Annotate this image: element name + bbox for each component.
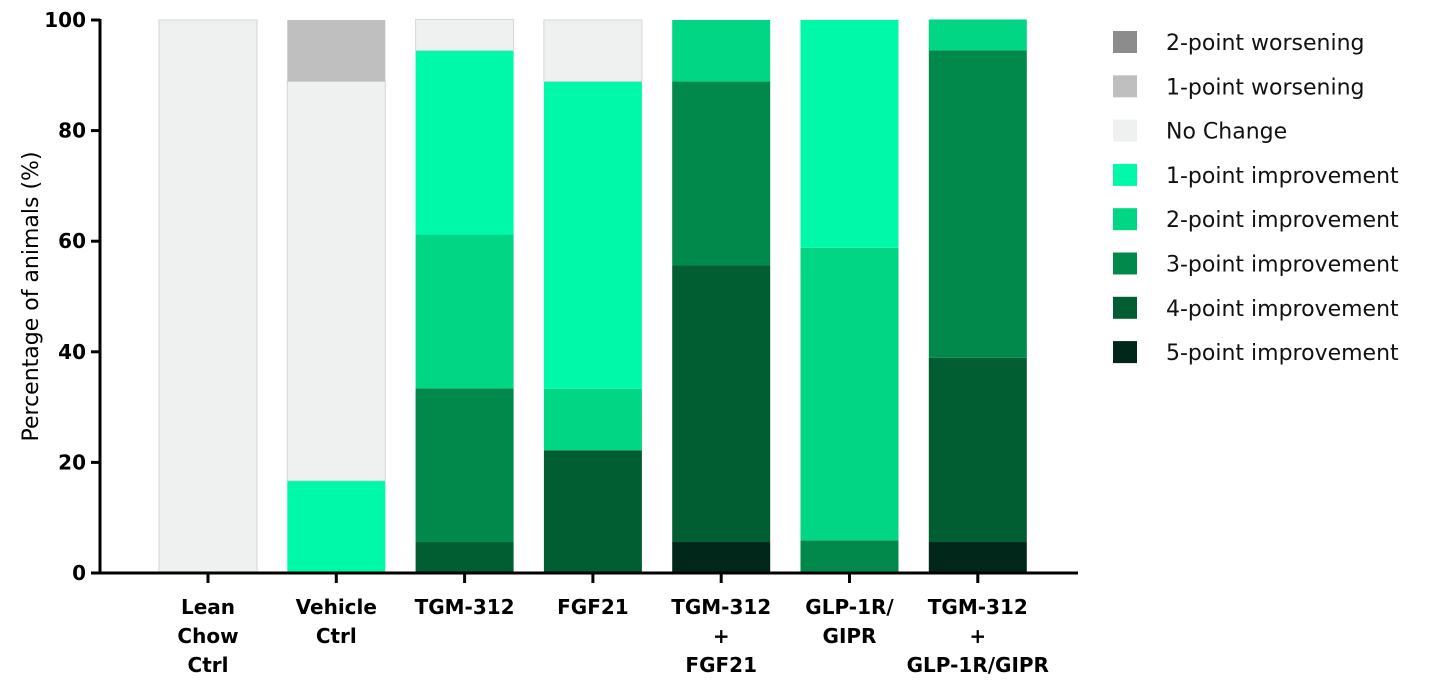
legend-label: 2-point improvement [1166, 208, 1399, 233]
x-category-label: FGF21 [557, 595, 629, 619]
x-category-label: Ctrl [316, 624, 357, 648]
y-tick-label: 20 [58, 450, 86, 474]
bar-segment [543, 450, 642, 573]
bar-segment [415, 18, 515, 51]
bar-segment [928, 50, 1027, 358]
legend-label: 1-point improvement [1166, 164, 1399, 189]
bar-segment [543, 388, 642, 451]
legend-label: 3-point improvement [1166, 253, 1399, 278]
x-category-label: GLP-1R/GIPR [907, 653, 1049, 677]
bar-segment [415, 388, 514, 543]
bar-segment [543, 81, 642, 389]
x-category-label: GIPR [823, 624, 877, 648]
x-category-label: TGM-312 [415, 595, 515, 619]
bar-segment [800, 20, 899, 248]
x-ticks-group: Lean Chow Ctrl Vehicle Ctrl TGM-312 FGF21 TGM-3… [177, 573, 1049, 677]
legend-swatch [1113, 341, 1137, 364]
bar-segment [287, 20, 386, 82]
x-category-label: Ctrl [188, 653, 229, 677]
bar-segment [672, 265, 771, 543]
y-tick-label: 60 [58, 229, 86, 253]
bar-segment [672, 81, 771, 266]
y-tick-label: 80 [58, 119, 86, 143]
bar-segment [800, 540, 899, 573]
legend-label: 5-point improvement [1166, 341, 1399, 366]
bar-segment [672, 20, 771, 82]
axes-group [98, 19, 1078, 575]
x-category-label: Chow [177, 624, 238, 648]
y-tick-label: 0 [72, 561, 86, 585]
bar-segment [672, 542, 771, 573]
legend-label: 2-point worsening [1166, 31, 1365, 56]
bar-segment [287, 480, 386, 573]
y-ticks-group: 0 20 40 60 80 100 [44, 8, 100, 585]
x-category-label: FGF21 [685, 653, 757, 677]
bars-group [158, 18, 1027, 574]
y-tick-label: 40 [58, 340, 86, 364]
x-category-label: + [713, 624, 730, 648]
bar-segment [928, 542, 1027, 573]
bar-segment [158, 19, 258, 574]
y-axis-title: Percentage of animals (%) [19, 151, 44, 441]
bar-segment [800, 247, 899, 541]
legend-label: 4-point improvement [1166, 297, 1399, 322]
legend-swatch [1113, 163, 1137, 186]
y-tick-label: 100 [44, 8, 86, 32]
legend-swatch [1113, 208, 1137, 231]
legend-swatch [1113, 75, 1137, 98]
bar-segment [928, 19, 1027, 51]
legend: 2-point worsening 1-point worsening No Cha… [1113, 31, 1399, 366]
legend-swatch [1113, 31, 1137, 53]
legend-label: 1-point worsening [1166, 75, 1365, 100]
legend-label: No Change [1166, 120, 1287, 145]
bar-segment [415, 50, 514, 235]
legend-swatch [1113, 119, 1137, 142]
bar-segment [928, 357, 1027, 543]
bar-segment [415, 542, 514, 573]
bar-segment [286, 80, 386, 482]
x-category-label: Vehicle [296, 595, 377, 619]
legend-swatch [1113, 296, 1137, 319]
x-category-label: TGM-312 [671, 595, 771, 619]
x-category-label: Lean [181, 595, 235, 619]
bar-segment [543, 19, 643, 82]
x-category-label: + [969, 624, 986, 648]
legend-swatch [1113, 252, 1137, 275]
bar-segment [415, 234, 514, 389]
x-category-label: GLP-1R/ [805, 595, 894, 619]
x-category-label: TGM-312 [928, 595, 1028, 619]
